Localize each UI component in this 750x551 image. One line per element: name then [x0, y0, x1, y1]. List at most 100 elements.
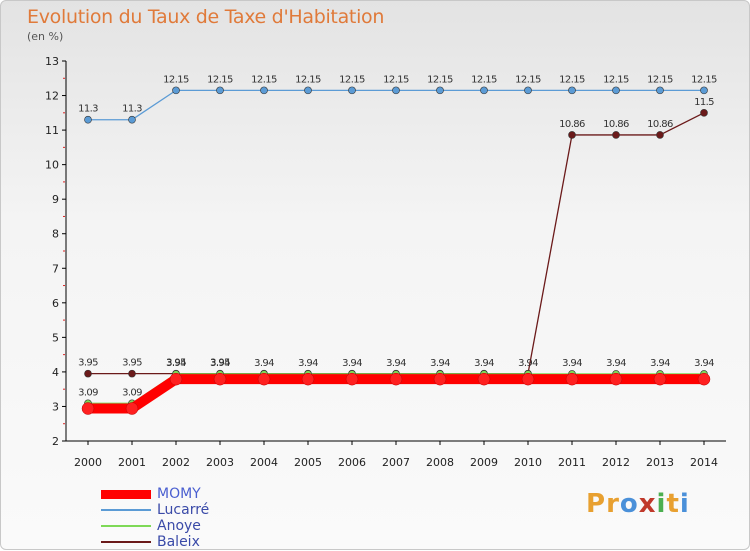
data-label: 12.15 [207, 74, 233, 85]
data-point [697, 372, 711, 386]
data-label: 12.15 [163, 74, 189, 85]
chart-title: Evolution du Taux de Taxe d'Habitation [27, 6, 385, 28]
data-label: 12.15 [515, 74, 541, 85]
data-point [260, 86, 268, 95]
legend-swatch [101, 509, 151, 511]
y-tick-label: 6 [52, 297, 59, 310]
legend-label: Baleix [157, 534, 200, 550]
data-point [84, 115, 92, 124]
legend-label: Lucarré [157, 502, 210, 518]
data-point [568, 131, 576, 139]
data-label: 12.15 [339, 74, 365, 85]
data-label: 12.15 [559, 74, 585, 85]
x-tick-label: 2005 [294, 456, 322, 469]
logo-letter: i [679, 489, 690, 519]
data-label: 3.94 [474, 358, 494, 369]
data-point [433, 372, 447, 386]
y-tick-label: 9 [52, 193, 59, 206]
data-point [348, 86, 356, 95]
y-tick-label: 11 [45, 124, 59, 137]
data-point [392, 86, 400, 95]
x-tick-label: 2001 [118, 456, 146, 469]
data-label: 3.94 [386, 358, 406, 369]
data-label: 3.95 [122, 358, 142, 369]
data-point [216, 86, 224, 95]
data-label: 3.94 [694, 358, 714, 369]
x-tick-label: 2002 [162, 456, 190, 469]
series-line-1 [88, 89, 704, 121]
x-tick-label: 2003 [206, 456, 234, 469]
data-label: 10.86 [603, 119, 629, 130]
unit-label: (en %) [27, 30, 64, 43]
data-point [568, 86, 576, 95]
data-label: 3.95 [78, 358, 98, 369]
data-point [301, 372, 315, 386]
data-point [304, 86, 312, 95]
x-tick-label: 2009 [470, 456, 498, 469]
data-label: 3.09 [78, 387, 98, 398]
y-tick-label: 12 [45, 90, 59, 103]
data-point [172, 86, 180, 95]
data-label: 11.3 [78, 104, 98, 115]
y-tick-label: 2 [52, 435, 59, 448]
data-label: 3.94 [562, 358, 582, 369]
x-tick-label: 2012 [602, 456, 630, 469]
data-label: 10.86 [647, 119, 673, 130]
y-tick-label: 13 [45, 55, 59, 68]
data-label: 3.94 [210, 358, 230, 369]
logo-letter: x [638, 489, 657, 519]
data-label: 10.86 [559, 119, 585, 130]
proxiti-logo: Proxiti [586, 489, 690, 519]
x-tick-label: 2013 [646, 456, 674, 469]
data-point [389, 372, 403, 386]
logo-letter: o [619, 489, 639, 519]
data-point [436, 86, 444, 95]
legend-swatch [101, 541, 151, 543]
data-point [700, 86, 708, 95]
series-line-3 [88, 112, 705, 375]
data-label: 3.94 [166, 358, 186, 369]
data-point [84, 369, 92, 378]
logo-letter: i [656, 489, 667, 519]
legend-label: Anoye [157, 518, 201, 534]
data-point [521, 372, 535, 386]
data-label: 3.94 [650, 358, 670, 369]
data-point [565, 372, 579, 386]
data-point [169, 372, 183, 386]
x-tick-label: 2014 [690, 456, 718, 469]
logo-letter: r [606, 489, 620, 519]
x-tick-label: 2011 [558, 456, 586, 469]
data-point [125, 402, 139, 415]
data-label: 3.94 [518, 358, 538, 369]
data-label: 11.3 [122, 104, 142, 115]
legend-label: MOMY [157, 486, 201, 502]
data-point [257, 372, 271, 386]
data-point [81, 402, 95, 415]
data-point [656, 86, 664, 95]
data-label: 12.15 [603, 74, 629, 85]
data-label: 3.95 [210, 358, 230, 369]
data-point [700, 109, 708, 117]
data-point [653, 372, 667, 386]
data-label: 12.15 [295, 74, 321, 85]
data-label: 3.94 [298, 358, 318, 369]
y-tick-label: 10 [45, 159, 59, 172]
x-tick-label: 2010 [514, 456, 542, 469]
data-label: 3.94 [254, 358, 274, 369]
data-point [524, 86, 532, 95]
x-tick-label: 2006 [338, 456, 366, 469]
data-label: 3.09 [122, 387, 142, 398]
x-tick-label: 2007 [382, 456, 410, 469]
data-label: 11.5 [694, 97, 714, 108]
y-tick-label: 4 [52, 366, 59, 379]
data-point [609, 372, 623, 386]
x-tick-label: 2000 [74, 456, 102, 469]
data-point [128, 369, 136, 378]
data-point [656, 131, 664, 139]
data-label: 3.94 [430, 358, 450, 369]
data-point [480, 86, 488, 95]
data-label: 12.15 [647, 74, 673, 85]
data-label: 12.15 [251, 74, 277, 85]
data-label: 3.94 [606, 358, 626, 369]
